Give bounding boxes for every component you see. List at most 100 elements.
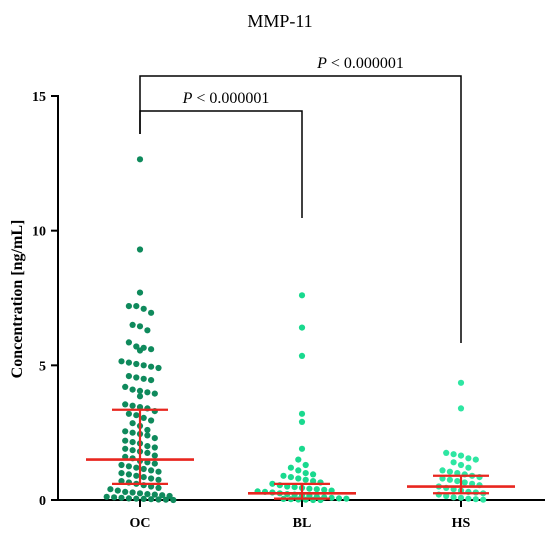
point-HS bbox=[457, 461, 465, 469]
point-BL bbox=[295, 475, 302, 482]
y-tick-label-0: 0 bbox=[39, 494, 46, 509]
point-OC bbox=[125, 359, 132, 366]
point-BL bbox=[298, 410, 306, 417]
point-OC bbox=[125, 373, 132, 380]
point-OC bbox=[170, 496, 177, 504]
point-HS bbox=[443, 492, 450, 500]
point-HS bbox=[457, 405, 465, 412]
point-OC bbox=[129, 439, 136, 446]
point-OC bbox=[144, 449, 151, 456]
point-OC bbox=[144, 426, 151, 434]
point-OC bbox=[129, 429, 136, 436]
point-OC bbox=[148, 475, 155, 482]
point-OC bbox=[144, 327, 151, 334]
significance-bracket-OC-BL bbox=[139, 110, 303, 218]
point-OC bbox=[133, 412, 140, 419]
point-BL bbox=[295, 467, 302, 474]
point-OC bbox=[125, 410, 132, 417]
point-OC bbox=[122, 383, 129, 390]
point-BL bbox=[298, 292, 306, 299]
point-HS bbox=[465, 464, 472, 471]
point-BL bbox=[287, 474, 294, 481]
point-BL bbox=[328, 494, 335, 501]
point-OC bbox=[136, 490, 144, 497]
point-OC bbox=[144, 389, 151, 396]
point-OC bbox=[129, 386, 136, 393]
point-OC bbox=[129, 321, 136, 328]
point-OC bbox=[148, 309, 155, 316]
point-OC bbox=[148, 417, 155, 424]
point-OC bbox=[162, 496, 169, 503]
point-OC bbox=[129, 489, 136, 496]
point-OC bbox=[148, 363, 155, 370]
point-OC bbox=[148, 467, 155, 474]
point-HS bbox=[480, 496, 487, 503]
point-HS bbox=[454, 470, 461, 477]
point-OC bbox=[133, 360, 140, 368]
point-BL bbox=[310, 471, 317, 478]
y-tick-label-15: 15 bbox=[32, 90, 46, 105]
point-OC bbox=[148, 377, 155, 384]
data-points bbox=[103, 156, 487, 504]
point-BL bbox=[269, 480, 276, 487]
point-BL bbox=[310, 478, 317, 485]
point-OC bbox=[136, 404, 144, 411]
point-OC bbox=[148, 483, 155, 490]
significance-bracket-OC-HS bbox=[139, 75, 462, 343]
point-OC bbox=[140, 474, 147, 481]
point-OC bbox=[111, 494, 118, 501]
point-OC bbox=[136, 289, 144, 296]
point-OC bbox=[125, 495, 132, 502]
point-OC bbox=[136, 393, 144, 400]
point-OC bbox=[133, 495, 140, 502]
point-BL bbox=[291, 484, 298, 491]
point-OC bbox=[118, 461, 125, 469]
point-OC bbox=[136, 347, 144, 354]
point-HS bbox=[461, 479, 468, 486]
point-OC bbox=[125, 339, 132, 346]
point-OC bbox=[140, 465, 147, 473]
point-HS bbox=[465, 495, 472, 502]
point-OC bbox=[125, 463, 132, 470]
significance-brackets: P < 0.000001 P < 0.000001 bbox=[139, 55, 462, 343]
point-HS bbox=[439, 467, 446, 474]
point-HS bbox=[446, 468, 453, 475]
point-HS bbox=[472, 456, 479, 463]
point-HS bbox=[454, 478, 461, 485]
point-OC bbox=[122, 437, 129, 444]
point-OC bbox=[148, 496, 155, 503]
point-BL bbox=[284, 483, 291, 490]
point-OC bbox=[133, 374, 140, 381]
point-BL bbox=[321, 486, 328, 493]
point-OC bbox=[136, 246, 144, 253]
point-BL bbox=[313, 486, 320, 493]
point-HS bbox=[450, 494, 457, 501]
point-OC bbox=[114, 487, 121, 494]
p-value-label-OC-BL: P < 0.000001 bbox=[182, 90, 270, 107]
point-HS bbox=[450, 459, 457, 466]
point-OC bbox=[122, 428, 129, 435]
point-OC bbox=[140, 362, 147, 369]
point-HS bbox=[465, 455, 472, 462]
point-OC bbox=[136, 156, 144, 163]
point-OC bbox=[129, 447, 136, 454]
point-BL bbox=[298, 445, 306, 452]
point-OC bbox=[122, 445, 129, 452]
x-tick-label-BL: BL bbox=[293, 516, 312, 531]
point-OC bbox=[118, 358, 125, 365]
point-OC bbox=[155, 364, 162, 372]
summary-lines bbox=[86, 408, 515, 500]
point-OC bbox=[107, 486, 114, 493]
point-OC bbox=[155, 496, 162, 503]
point-OC bbox=[151, 491, 158, 498]
point-OC bbox=[140, 414, 147, 421]
point-OC bbox=[133, 343, 140, 350]
point-HS bbox=[457, 379, 465, 386]
point-OC bbox=[151, 444, 158, 451]
p-value-label-OC-HS: P < 0.000001 bbox=[316, 55, 404, 72]
point-OC bbox=[151, 390, 158, 397]
point-BL bbox=[295, 456, 302, 463]
point-BL bbox=[335, 495, 343, 502]
point-OC bbox=[140, 495, 147, 502]
